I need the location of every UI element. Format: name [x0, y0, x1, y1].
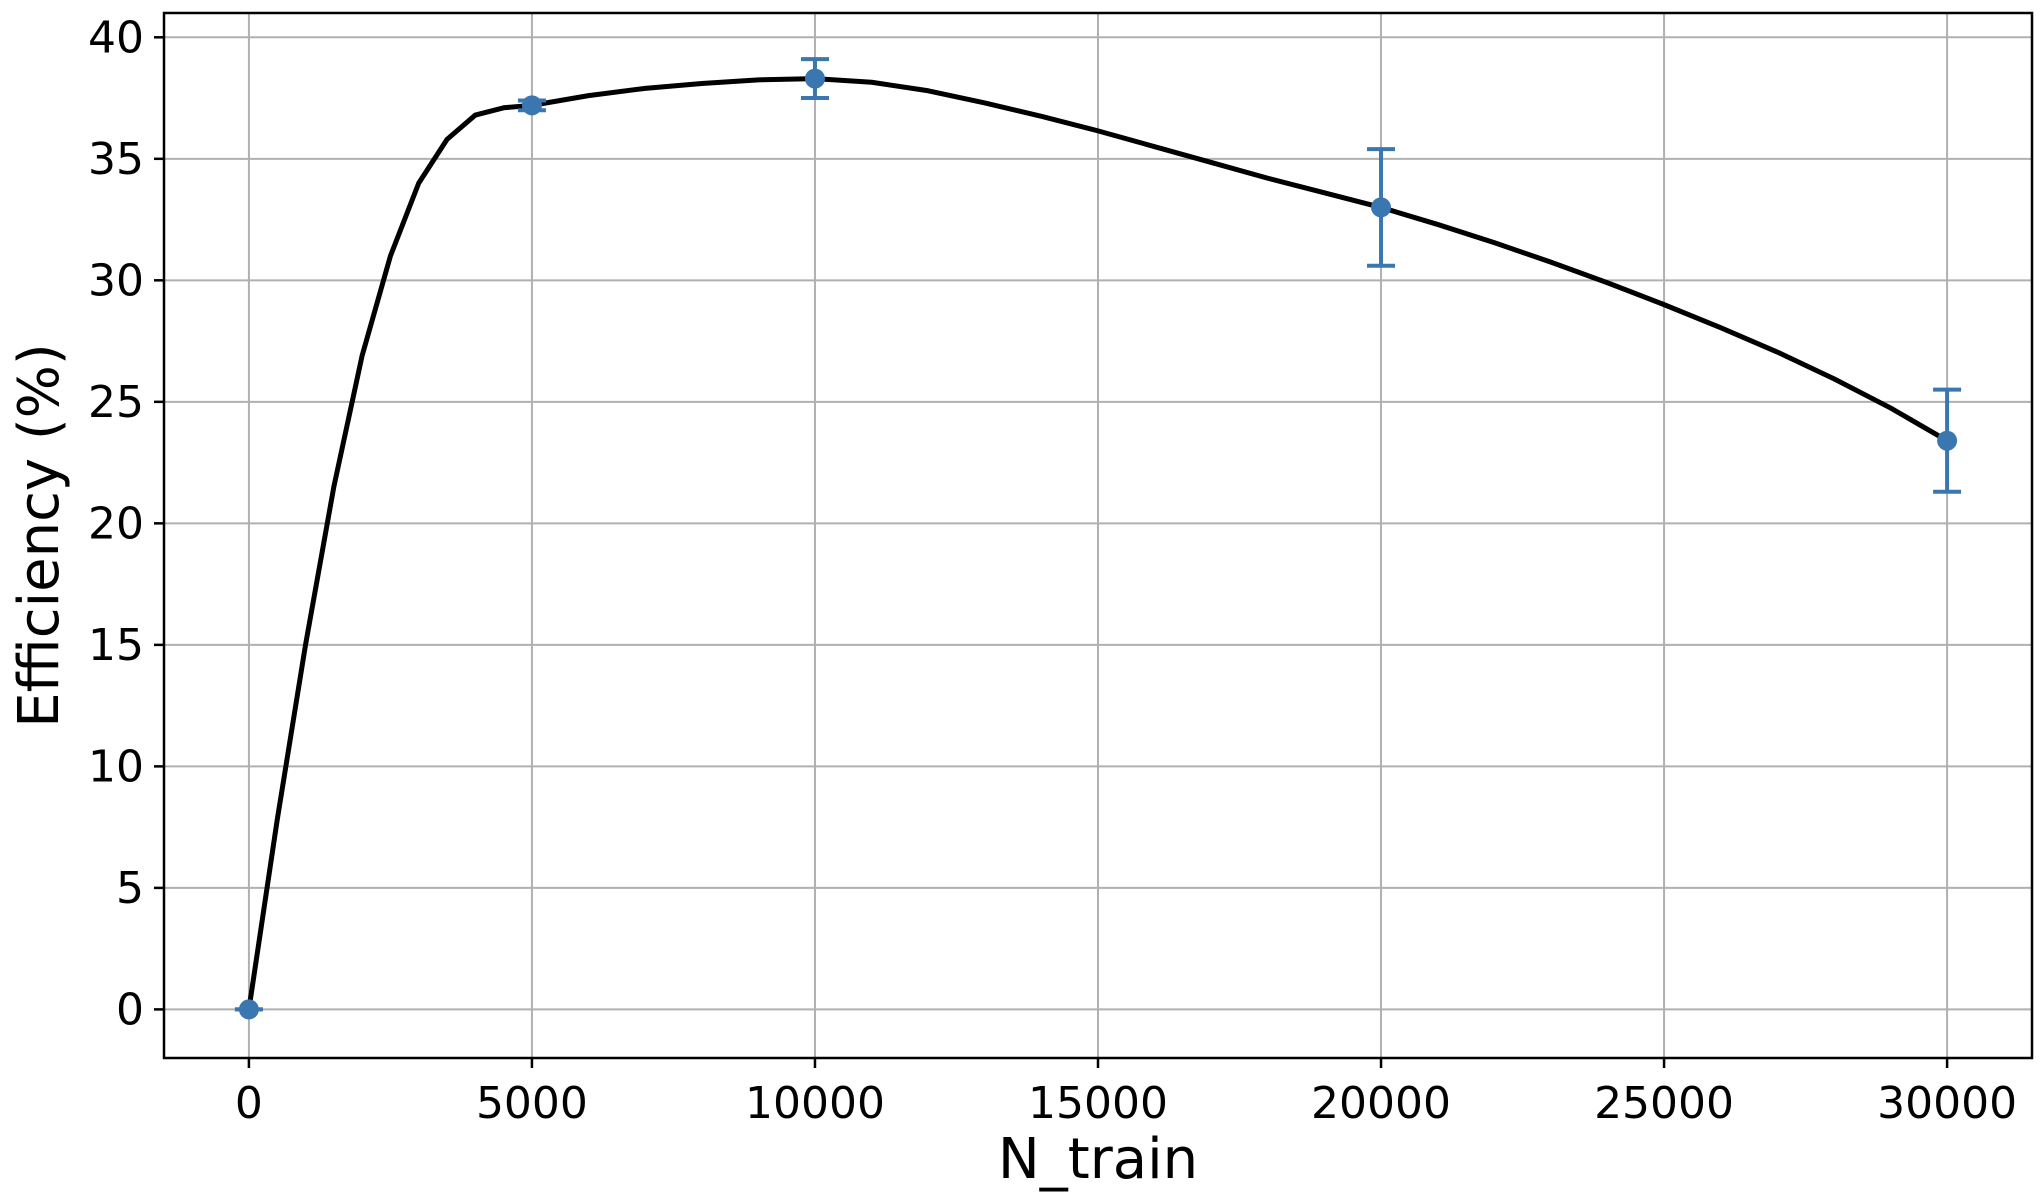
x-tick-label: 30000: [1877, 1078, 2017, 1129]
data-point: [804, 68, 825, 89]
data-point: [521, 95, 542, 116]
x-tick-label: 0: [235, 1078, 263, 1129]
x-tick-label: 20000: [1311, 1078, 1451, 1129]
y-axis-title: Efficiency (%): [7, 343, 72, 727]
grid-lines: [164, 13, 2032, 1058]
y-tick-label: 0: [116, 984, 144, 1035]
y-tick-label: 20: [88, 498, 144, 549]
y-tick-label: 10: [88, 741, 144, 792]
data-point-group: [1933, 387, 1962, 494]
data-point-group: [800, 57, 829, 101]
x-axis-ticks: 0 5000 10000 15000 20000 25000 30000: [235, 1058, 2017, 1129]
data-point: [1371, 197, 1392, 218]
x-tick-label: 10000: [745, 1078, 885, 1129]
data-point-group: [1367, 147, 1396, 268]
fit-curve: [246, 76, 1950, 1012]
y-tick-label: 35: [88, 134, 144, 185]
data-point-group: [517, 95, 546, 116]
y-tick-label: 40: [88, 12, 144, 63]
x-tick-label: 25000: [1594, 1078, 1734, 1129]
data-point: [238, 999, 259, 1020]
y-tick-label: 30: [88, 255, 144, 306]
fit-curve-layer: [246, 76, 1950, 1012]
y-axis-ticks: 0 5 10 15 20 25 30 35 40: [88, 12, 164, 1035]
data-point-group: [234, 999, 263, 1020]
data-point: [1937, 430, 1958, 451]
x-tick-label: 5000: [476, 1078, 588, 1129]
y-tick-label: 15: [88, 620, 144, 671]
y-tick-label: 25: [88, 377, 144, 428]
x-tick-label: 15000: [1028, 1078, 1168, 1129]
x-axis-title: N_train: [998, 1127, 1198, 1192]
data-points-layer: [234, 57, 1962, 1020]
y-tick-label: 5: [116, 863, 144, 914]
